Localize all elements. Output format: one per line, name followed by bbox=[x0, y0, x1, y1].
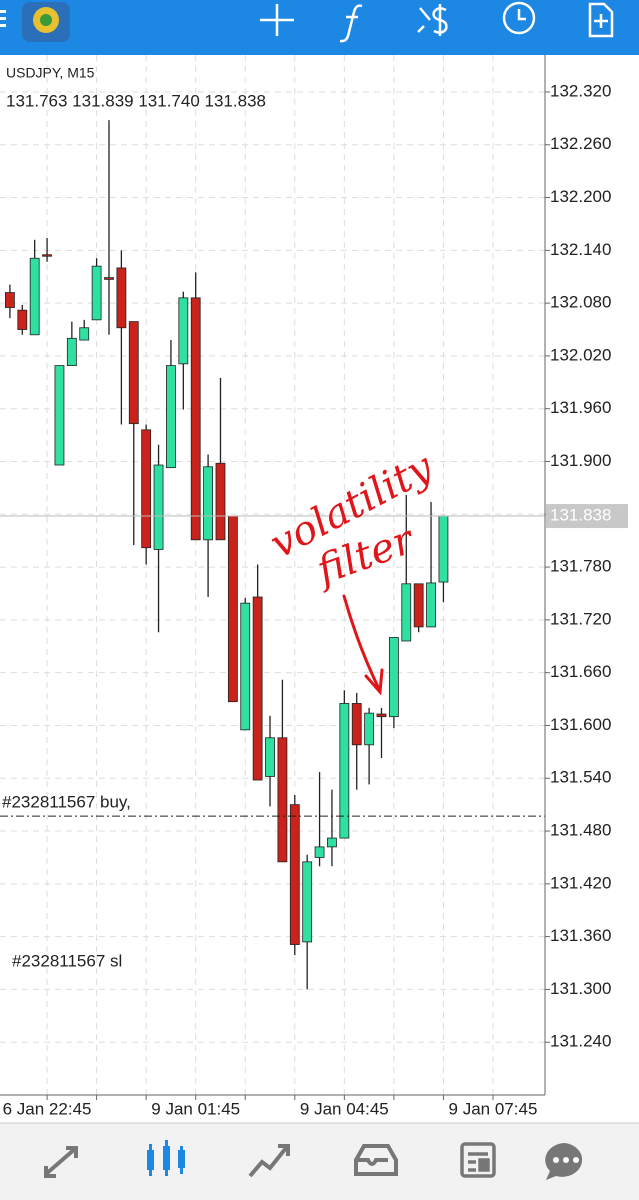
plot-area bbox=[0, 55, 550, 1095]
y-tick-label: 131.360 bbox=[550, 926, 611, 945]
candle-body bbox=[401, 583, 412, 642]
candle-body bbox=[153, 464, 164, 550]
candle-body bbox=[327, 837, 337, 848]
candle-body bbox=[203, 466, 213, 541]
history-button[interactable] bbox=[502, 1, 536, 35]
app-logo[interactable] bbox=[22, 2, 70, 42]
candle-body bbox=[79, 327, 90, 341]
chart-tab[interactable] bbox=[147, 1140, 185, 1176]
x-tick-label: 9 Jan 04:45 bbox=[300, 1099, 389, 1118]
candle-body bbox=[116, 267, 127, 329]
candle-body bbox=[339, 703, 350, 839]
crosshair-button[interactable] bbox=[260, 4, 294, 36]
candle-body bbox=[314, 846, 325, 858]
x-tick-label: 9 Jan 01:45 bbox=[151, 1099, 240, 1118]
bottom-nav bbox=[0, 1123, 639, 1200]
y-tick-label: 131.720 bbox=[550, 609, 611, 628]
y-tick-label: 131.480 bbox=[550, 821, 611, 840]
candle-body bbox=[5, 292, 15, 308]
candle-body bbox=[388, 637, 399, 718]
candle-body bbox=[128, 321, 139, 425]
candle-body bbox=[29, 257, 40, 336]
candle-body bbox=[166, 365, 176, 469]
candle-body bbox=[227, 515, 238, 703]
candle-body bbox=[426, 582, 436, 628]
y-tick-label: 131.900 bbox=[550, 451, 611, 470]
y-tick-label: 131.240 bbox=[550, 1032, 611, 1051]
y-tick-label: 131.420 bbox=[550, 873, 611, 892]
y-tick-label: 131.600 bbox=[550, 715, 611, 734]
candle-body bbox=[240, 602, 251, 731]
handwritten-note: volatility filter bbox=[263, 444, 442, 595]
candle-body bbox=[42, 254, 52, 257]
quotes-tab[interactable] bbox=[44, 1146, 78, 1178]
history-tab[interactable] bbox=[354, 1144, 398, 1176]
top-bar bbox=[0, 0, 639, 55]
symbol-title: USDJPY, M15 bbox=[6, 65, 95, 81]
y-tick-label: 132.140 bbox=[550, 240, 611, 259]
ohlc-readout: 131.763 131.839 131.740 131.838 bbox=[6, 91, 266, 110]
news-tab[interactable] bbox=[460, 1142, 496, 1178]
order-label: #232811567 buy, bbox=[2, 793, 131, 812]
candle-body bbox=[438, 515, 449, 583]
candle-body bbox=[190, 297, 201, 541]
candle-body bbox=[376, 713, 387, 718]
candle-body bbox=[289, 804, 300, 945]
trade-button[interactable] bbox=[417, 4, 448, 36]
candle-body bbox=[265, 737, 275, 777]
x-tick-label: 9 Jan 07:45 bbox=[449, 1099, 538, 1118]
candle-body bbox=[413, 583, 424, 628]
current-price-box bbox=[546, 504, 628, 529]
y-tick-label: 132.320 bbox=[550, 81, 611, 100]
candle-body bbox=[17, 309, 28, 330]
candle-body bbox=[66, 337, 77, 366]
y-tick-label: 131.780 bbox=[550, 557, 611, 576]
candle-body bbox=[104, 277, 114, 280]
menu-button[interactable] bbox=[0, 10, 6, 27]
candle-body bbox=[302, 861, 313, 943]
chat-tab[interactable] bbox=[545, 1143, 583, 1180]
candle-body bbox=[277, 737, 288, 863]
candle-body bbox=[91, 265, 102, 321]
indicators-button[interactable] bbox=[339, 4, 363, 43]
trade-tab[interactable] bbox=[248, 1144, 290, 1178]
candle-body bbox=[141, 429, 152, 549]
y-tick-label: 131.660 bbox=[550, 662, 611, 681]
candle-body bbox=[215, 462, 226, 541]
y-tick-label: 132.260 bbox=[550, 134, 611, 153]
candle-body bbox=[54, 365, 65, 466]
candle-body bbox=[351, 703, 362, 746]
x-tick-label: 6 Jan 22:45 bbox=[3, 1099, 92, 1118]
candle-body bbox=[252, 596, 263, 781]
y-tick-label: 132.020 bbox=[550, 345, 611, 364]
note-arrow bbox=[342, 594, 384, 696]
y-tick-label: 132.080 bbox=[550, 293, 611, 312]
y-tick-label: 131.960 bbox=[550, 398, 611, 417]
sl-label: #232811567 sl bbox=[12, 951, 122, 970]
y-tick-label: 131.540 bbox=[550, 768, 611, 787]
candle-body bbox=[364, 712, 375, 746]
new-order-button[interactable] bbox=[588, 2, 614, 38]
y-tick-label: 132.200 bbox=[550, 187, 611, 206]
current-price-label: 131.838 bbox=[550, 506, 611, 525]
candle-body bbox=[178, 297, 189, 365]
y-tick-label: 131.300 bbox=[550, 979, 611, 998]
